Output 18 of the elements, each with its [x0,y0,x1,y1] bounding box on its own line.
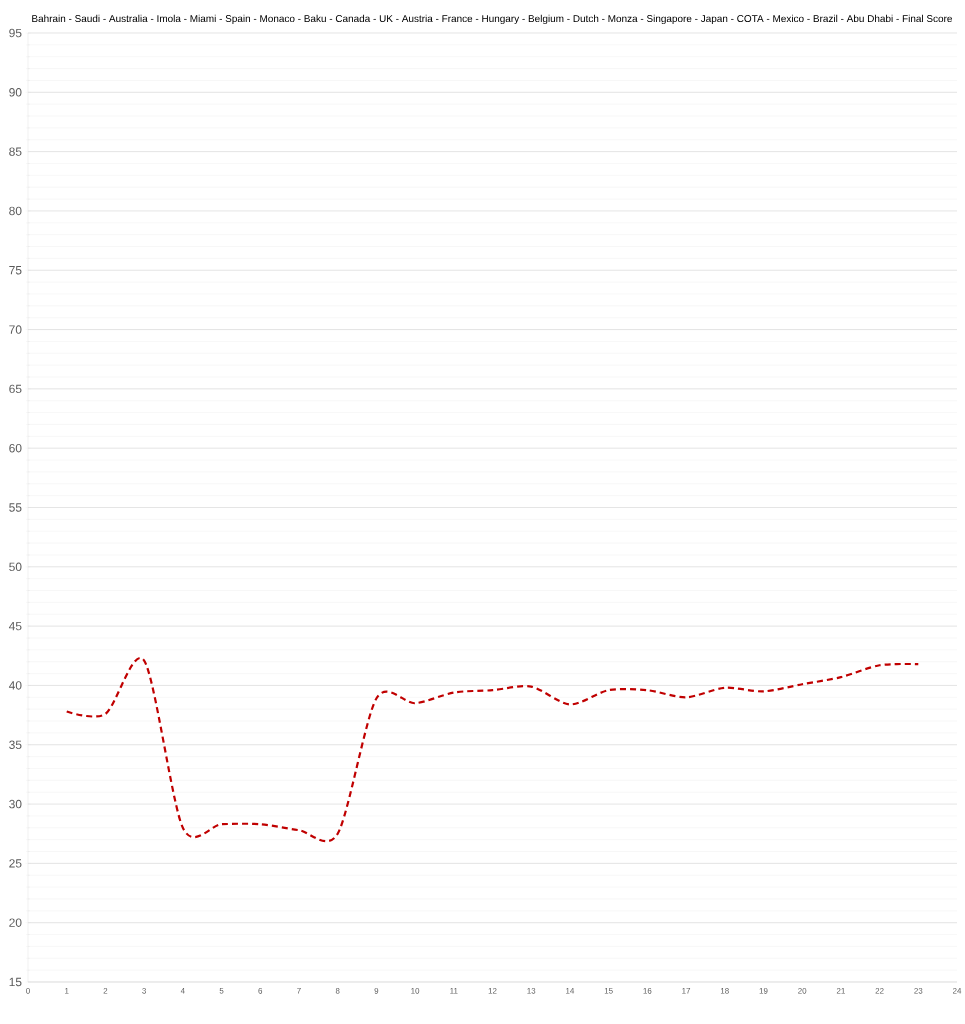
y-tick-label: 95 [9,28,22,38]
y-tick-label: 50 [9,562,22,572]
y-tick-label: 70 [9,325,22,334]
y-tick-label: 25 [9,859,22,868]
y-tick-label: 40 [8,681,22,690]
y-tick-label: 65 [9,384,22,394]
y-tick-label: 85 [9,147,22,156]
y-tick-label: 20 [9,918,22,927]
y-tick-label: 75 [9,266,22,275]
y-tick-label: 90 [9,88,22,97]
y-tick-label: 80 [9,206,22,216]
chart-title: Bahrain - Saudi - Australia - Imola - Miami - Spain - Monaco - Baku - Canada - UK - Austria - France - Hungary - Belgium - Dutch - Monza - Singapore - Japan - COTA - Mexico - Brazil - Abu Dhabi - Final Score [32,14,952,25]
y-tick-label: 30 [9,799,22,809]
y-tick-label: 55 [9,503,22,512]
y-tick-label: 60 [9,443,22,453]
y-tick-label: 45 [8,621,22,631]
y-tick-label: 35 [9,740,22,749]
y-tick-label: 15 [9,977,22,987]
